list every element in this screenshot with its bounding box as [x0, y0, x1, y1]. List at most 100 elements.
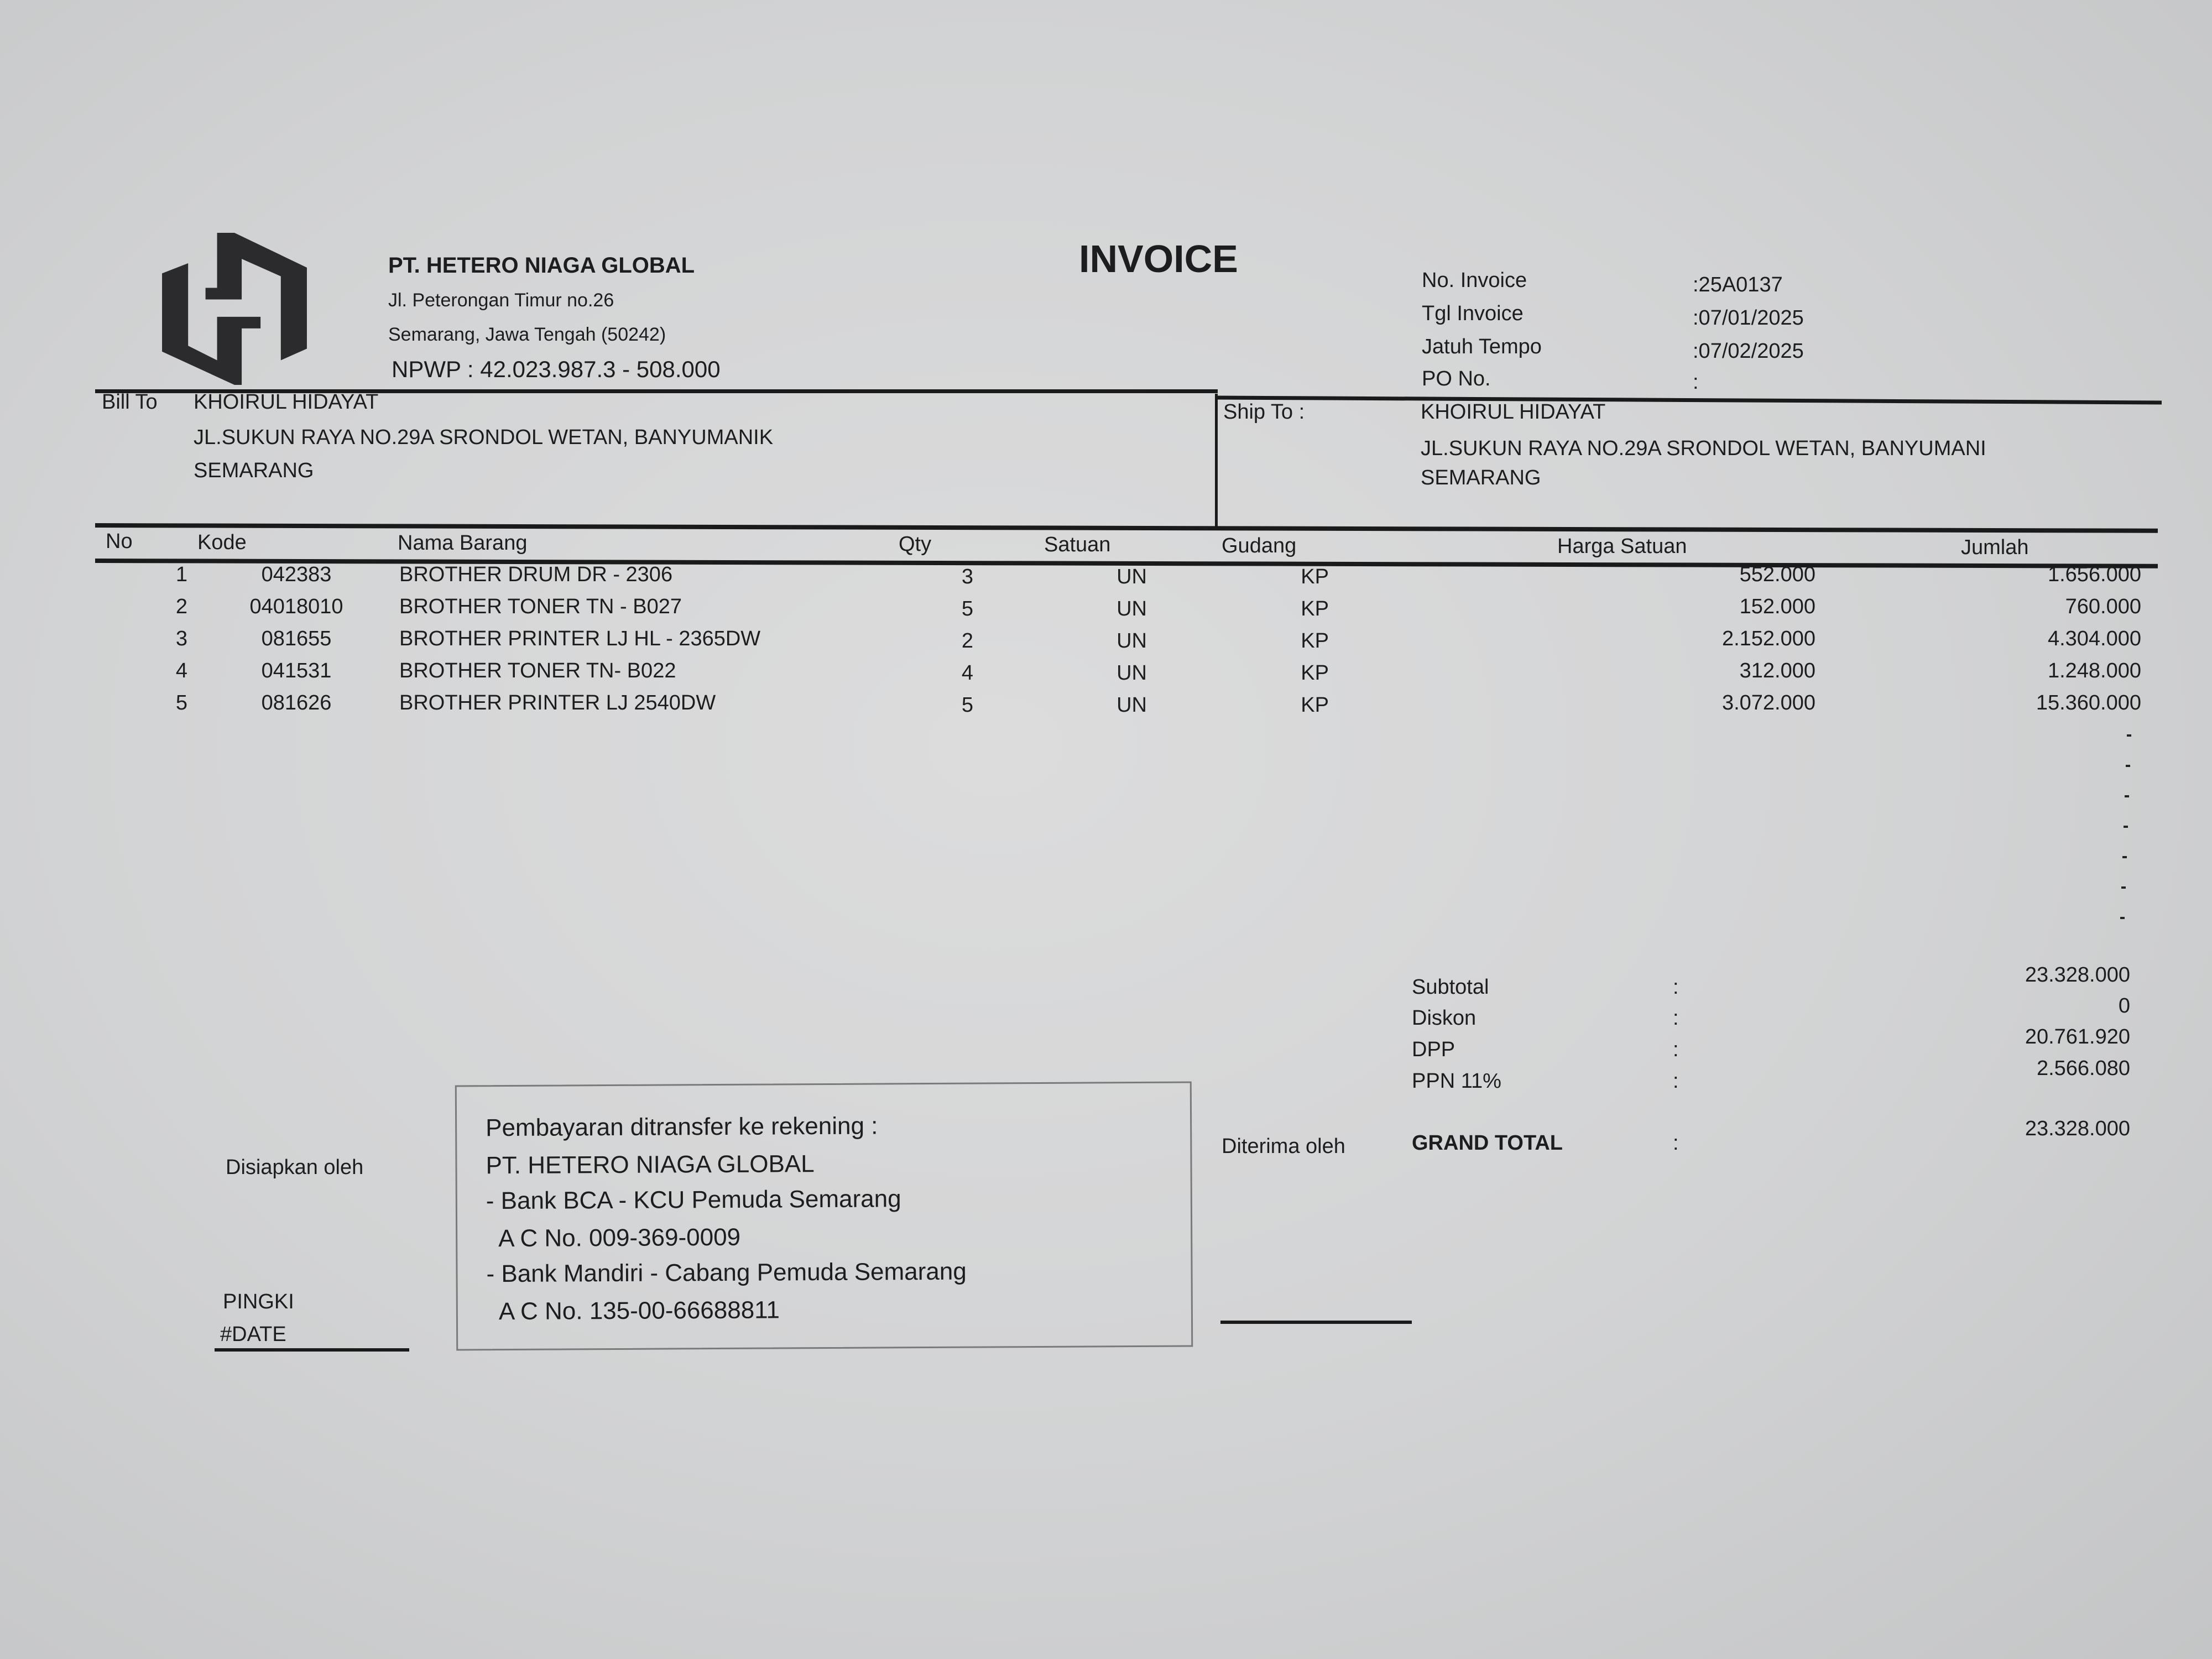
cell-nama-barang: BROTHER PRINTER LJ 2540DW	[399, 691, 716, 714]
meta-value: :	[1693, 371, 1699, 394]
divider	[1215, 394, 1218, 526]
cell-gudang: KP	[1301, 597, 1329, 620]
cell-harga-satuan: 152.000	[1739, 595, 1815, 618]
company-npwp: NPWP : 42.023.987.3 - 508.000	[392, 356, 721, 382]
company-address-line2: Semarang, Jawa Tengah (50242)	[388, 324, 666, 345]
cell-no: 1	[175, 563, 187, 586]
cell-no: 2	[175, 595, 187, 618]
ship-to-city: SEMARANG	[1421, 466, 1541, 489]
cell-jumlah: 1.656.000	[2047, 563, 2141, 586]
meta-label: Tgl Invoice	[1422, 302, 1524, 325]
empty-row-dash	[2122, 856, 2127, 858]
cell-satuan: UN	[1117, 661, 1147, 685]
cell-jumlah: 760.000	[2065, 595, 2141, 618]
column-header-harga-satuan: Harga Satuan	[1557, 535, 1687, 558]
cell-harga-satuan: 312.000	[1739, 659, 1815, 682]
summary-value: 0	[2118, 994, 2130, 1018]
grand-total-value: 23.328.000	[2025, 1117, 2130, 1140]
summary-colon: :	[1673, 975, 1679, 999]
summary-value: 23.328.000	[2025, 963, 2130, 987]
meta-value: :07/01/2025	[1693, 306, 1804, 330]
company-address-line1: Jl. Peterongan Timur no.26	[388, 290, 614, 311]
cell-no: 3	[175, 627, 187, 650]
cell-harga-satuan: 2.152.000	[1721, 627, 1815, 650]
received-by-label: Diterima oleh	[1222, 1135, 1345, 1158]
cell-gudang: KP	[1301, 661, 1329, 685]
column-header-gudang: Gudang	[1222, 534, 1297, 557]
meta-value: :25A0137	[1693, 273, 1783, 296]
cell-jumlah: 1.248.000	[2047, 659, 2141, 682]
cell-satuan: UN	[1117, 565, 1147, 588]
payment-line: - Bank Mandiri - Cabang Pemuda Semarang	[486, 1258, 967, 1288]
cell-gudang: KP	[1301, 629, 1329, 653]
cell-satuan: UN	[1117, 597, 1147, 620]
payment-info-box: Pembayaran ditransfer ke rekening : PT. …	[455, 1081, 1193, 1351]
received-signature-line	[1220, 1321, 1412, 1324]
cell-nama-barang: BROTHER TONER TN - B027	[399, 595, 682, 618]
summary-label: DPP	[1412, 1038, 1455, 1061]
cell-qty: 2	[961, 629, 973, 653]
empty-row-dash	[2121, 886, 2126, 889]
summary-label: Subtotal	[1412, 975, 1489, 999]
column-header-nama-barang: Nama Barang	[398, 531, 528, 555]
prepared-by-name: PINGKI	[223, 1290, 294, 1313]
bill-to-city: SEMARANG	[194, 459, 314, 482]
cell-satuan: UN	[1117, 693, 1147, 717]
column-header-no: No	[106, 530, 133, 553]
cell-nama-barang: BROTHER DRUM DR - 2306	[399, 563, 673, 586]
summary-colon: :	[1673, 1070, 1679, 1093]
ship-to-label: Ship To :	[1223, 400, 1305, 424]
cell-jumlah: 15.360.000	[2036, 691, 2141, 714]
payment-line: Pembayaran ditransfer ke rekening :	[486, 1112, 878, 1142]
divider	[1215, 395, 2162, 405]
hexagon-h-logo-icon	[162, 233, 307, 385]
empty-row-dash	[2127, 734, 2131, 737]
cell-gudang: KP	[1301, 693, 1329, 717]
payment-line: A C No. 009-369-0009	[486, 1223, 741, 1253]
cell-jumlah: 4.304.000	[2047, 627, 2141, 650]
meta-label: No. Invoice	[1422, 269, 1527, 292]
summary-label: Diskon	[1412, 1006, 1477, 1030]
cell-kode: 081655	[261, 627, 332, 650]
summary-value: 20.761.920	[2025, 1025, 2130, 1048]
grand-total-colon: :	[1673, 1131, 1679, 1155]
bill-to-name: KHOIRUL HIDAYAT	[194, 390, 379, 414]
empty-row-dash	[2125, 795, 2129, 797]
meta-value: :07/02/2025	[1693, 340, 1804, 363]
prepared-signature-line	[215, 1348, 409, 1352]
prepared-by-date: #DATE	[220, 1323, 286, 1346]
divider	[95, 389, 1218, 393]
cell-qty: 5	[961, 693, 973, 717]
cell-harga-satuan: 3.072.000	[1721, 691, 1815, 714]
cell-satuan: UN	[1117, 629, 1147, 653]
bill-to-label: Bill To	[102, 390, 158, 414]
cell-nama-barang: BROTHER TONER TN- B022	[399, 659, 676, 682]
grand-total-label: GRAND TOTAL	[1412, 1131, 1563, 1155]
cell-gudang: KP	[1301, 565, 1329, 588]
company-name: PT. HETERO NIAGA GLOBAL	[388, 253, 695, 278]
empty-row-dash	[2124, 826, 2128, 828]
cell-kode: 042383	[261, 563, 332, 586]
column-header-qty: Qty	[899, 532, 932, 556]
cell-kode: 04018010	[249, 595, 343, 618]
cell-kode: 041531	[261, 659, 332, 682]
column-header-jumlah: Jumlah	[1961, 535, 2029, 559]
meta-label: Jatuh Tempo	[1422, 335, 1542, 358]
payment-line: A C No. 135-00-66688811	[486, 1296, 780, 1326]
column-header-kode: Kode	[197, 530, 247, 554]
prepared-by-label: Disiapkan oleh	[226, 1156, 364, 1179]
cell-nama-barang: BROTHER PRINTER LJ HL - 2365DW	[399, 627, 761, 650]
empty-row-dash	[2120, 917, 2125, 919]
cell-no: 4	[175, 659, 187, 682]
payment-line: PT. HETERO NIAGA GLOBAL	[486, 1150, 815, 1180]
ship-to-address: JL.SUKUN RAYA NO.29A SRONDOL WETAN, BANY…	[1421, 437, 1986, 460]
column-header-satuan: Satuan	[1044, 533, 1111, 556]
meta-label: PO No.	[1422, 367, 1491, 390]
cell-qty: 3	[961, 565, 973, 588]
ship-to-name: KHOIRUL HIDAYAT	[1421, 400, 1606, 424]
summary-value: 2.566.080	[2036, 1057, 2130, 1080]
cell-qty: 4	[961, 661, 973, 685]
cell-qty: 5	[961, 597, 973, 620]
payment-line: - Bank BCA - KCU Pemuda Semarang	[486, 1185, 901, 1215]
summary-colon: :	[1673, 1006, 1679, 1030]
